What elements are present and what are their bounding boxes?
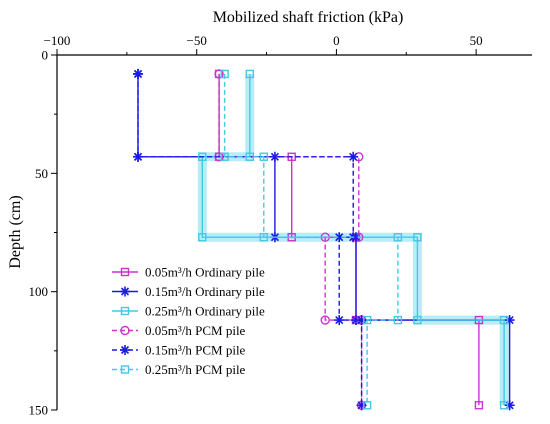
y-tick-label: 0 [42, 48, 49, 63]
series-3-point-1 [245, 69, 254, 79]
legend-entry-2: 0.15m³/h Ordinary pile [112, 284, 265, 299]
legend-label: 0.15m³/h Ordinary pile [145, 284, 265, 299]
series-6-point-5 [393, 233, 403, 242]
legend-label: 0.25m³/h Ordinary pile [145, 304, 265, 319]
series-6-point-6 [393, 315, 403, 325]
x-tick-label: −100 [44, 33, 71, 48]
series-1-point-8 [474, 401, 484, 410]
legend-label: 0.15m³/h PCM pile [145, 343, 246, 358]
series-5-point-2 [133, 151, 144, 162]
x-tick-label: 50 [470, 33, 483, 48]
legend: 0.05m³/h Ordinary pile 0.15m³/h Ordinary … [112, 265, 265, 377]
legend-entry-1: 0.05m³/h Ordinary pile [112, 265, 265, 280]
series-3-point-7 [499, 315, 509, 325]
legend-label: 0.05m³/h PCM pile [145, 323, 246, 338]
legend-marker [120, 306, 130, 316]
series-3-point-8 [499, 401, 509, 410]
series-4-point-1 [214, 69, 224, 79]
legend-entry-4: 0.05m³/h PCM pile [112, 323, 246, 338]
series-3-point-3 [198, 152, 207, 161]
legend-label: 0.25m³/h PCM pile [145, 362, 246, 377]
y-axis-title: Depth (cm) [7, 195, 24, 268]
series-3-point-4 [198, 233, 207, 242]
legend-marker [120, 325, 130, 336]
legend-marker [120, 267, 130, 277]
x-tick-label: 0 [333, 33, 340, 48]
y-tick-label: 100 [29, 284, 49, 299]
legend-marker [120, 365, 130, 374]
legend-entry-3: 0.25m³/h Ordinary pile [112, 304, 265, 319]
series-5-point-6 [334, 315, 345, 326]
x-axis-title: Mobilized shaft friction (kPa) [213, 9, 404, 26]
y-tick-label: 150 [29, 403, 49, 418]
legend-marker [120, 345, 130, 355]
legend-label: 0.05m³/h Ordinary pile [145, 265, 265, 280]
series-6-point-7 [362, 315, 372, 325]
plot-area [133, 68, 515, 411]
legend-entry-5: 0.15m³/h PCM pile [112, 343, 246, 358]
series-4-point-2 [214, 152, 224, 162]
series-3-point-6 [413, 315, 422, 325]
series-6-point-3 [259, 152, 268, 161]
series-6-point-1 [220, 69, 229, 79]
series-5-point-3 [348, 151, 359, 162]
x-tick-label: −50 [187, 33, 207, 48]
series-6-point-4 [259, 233, 268, 242]
series-line-6 [223, 73, 399, 406]
axes: −100 −50 0 50 0 50 100 150 [29, 33, 532, 418]
legend-marker [120, 286, 130, 297]
series-5-point-1 [133, 68, 144, 79]
legend-entry-6: 0.25m³/h PCM pile [112, 362, 246, 377]
series-3-point-5 [413, 233, 422, 242]
series-4-point-6 [320, 315, 330, 325]
y-tick-label: 50 [35, 166, 48, 181]
series-6-point-8 [362, 401, 372, 410]
series-6-point-2 [220, 152, 229, 161]
